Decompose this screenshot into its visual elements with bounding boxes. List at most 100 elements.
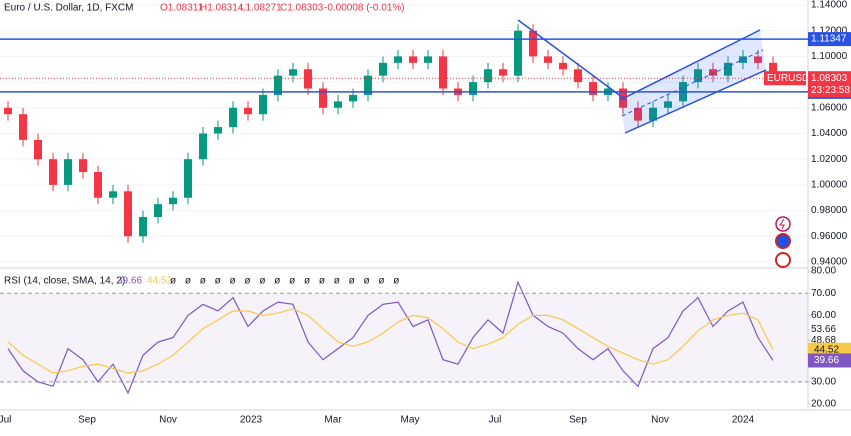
channel-lower: [624, 69, 767, 134]
symbol-label: EURUSD: [767, 73, 809, 84]
candle-body: [544, 56, 552, 63]
level-tag: [808, 32, 851, 47]
candle-body: [439, 56, 447, 89]
candle-body: [304, 69, 312, 89]
rsi-value: 39.66: [117, 276, 142, 287]
ohlc-value: O1.08311: [160, 3, 204, 14]
candle-body: [214, 127, 222, 134]
candle-body: [334, 101, 342, 108]
y-tick-label: 1.06000: [811, 102, 848, 113]
y-tick-label: 0.94000: [811, 257, 848, 268]
y-tick-label: 0.98000: [811, 205, 848, 216]
candle-body: [184, 159, 192, 198]
channel-upper: [619, 29, 761, 101]
x-tick-label: May: [401, 415, 420, 426]
candle-body: [109, 191, 117, 198]
candle-body: [424, 56, 432, 63]
y-tick-label: 1.10000: [811, 51, 848, 62]
x-tick-label: Nov: [159, 415, 177, 426]
event-icon[interactable]: [775, 233, 791, 249]
candle-body: [94, 172, 102, 198]
event-icon[interactable]: [775, 216, 791, 232]
y-tick-label: 60.00: [811, 310, 836, 321]
candle-body: [4, 107, 12, 115]
x-tick-label: Jul: [489, 415, 502, 426]
candle-body: [664, 101, 672, 108]
candle-body: [649, 107, 657, 121]
candle-body: [634, 107, 642, 121]
symbol-tag: [764, 71, 806, 86]
candle-body: [229, 107, 237, 128]
y-tick-label: 20.00: [811, 399, 836, 410]
ohlc-value: H1.08314: [200, 3, 244, 14]
candle-body: [49, 159, 57, 185]
plot-layer: 1.140001.120001.100001.080001.060001.040…: [0, 0, 851, 426]
candle-body: [154, 204, 162, 217]
candle-body: [724, 62, 732, 76]
x-tick-label: Jul: [0, 415, 11, 426]
candle-body: [274, 75, 282, 95]
candle-body: [484, 69, 492, 83]
event-icon[interactable]: [775, 252, 791, 268]
y-tick-label: 1.14000: [811, 0, 848, 11]
candle-body: [199, 133, 207, 160]
rsi-line: [7, 308, 774, 374]
y-tick-label: 30.00: [811, 377, 836, 388]
rsi-toggles[interactable]: ø ø ø ø ø ø ø ø ø ø ø ø ø ø ø ø: [170, 276, 402, 287]
candle-body: [244, 107, 252, 115]
candle-body: [769, 62, 777, 79]
event-icon-bolt: [779, 218, 785, 230]
candle-body: [529, 30, 537, 57]
rsi-band-fill: [0, 293, 808, 382]
candle-body: [469, 82, 477, 95]
candle-body: [289, 69, 297, 76]
candle-body: [19, 114, 27, 140]
countdown-label: 23:23:58: [811, 85, 850, 96]
candle-body: [349, 94, 357, 102]
x-tick-label: Sep: [569, 415, 587, 426]
candle-body: [514, 30, 522, 76]
symbol-title: Euro / U.S. Dollar, 1D, FXCM: [4, 3, 133, 14]
candle-body: [139, 216, 147, 237]
candle-body: [499, 69, 507, 76]
y-tick-label: 80.00: [811, 266, 836, 277]
channel-mid: [621, 49, 764, 117]
ohlc-value: C1.08303: [280, 3, 324, 14]
y-tick-label: 1.04000: [811, 128, 848, 139]
candle-body: [574, 69, 582, 83]
candle-body: [709, 69, 717, 76]
x-tick-label: Sep: [78, 415, 96, 426]
x-tick-label: 2023: [240, 415, 263, 426]
candle-body: [364, 75, 372, 95]
candle-body: [79, 159, 87, 173]
rsi-tag: [808, 342, 851, 357]
rsi-line: [7, 280, 774, 395]
rsi-sma-value: 44.52: [147, 276, 172, 287]
channel-fill: [620, 30, 766, 133]
candle-body: [754, 56, 762, 63]
price-tag: [808, 71, 851, 98]
candle-body: [589, 82, 597, 95]
candle-body: [169, 197, 177, 205]
y-tick-label: 53.66: [811, 324, 836, 335]
trend-line: [517, 19, 627, 101]
candle-body: [259, 94, 267, 115]
y-tick-label: 1.12000: [811, 25, 848, 36]
candle-body: [694, 69, 702, 83]
price-label: 1.08303: [811, 73, 848, 84]
candle-body: [559, 62, 567, 70]
rsi-tag: [808, 353, 851, 368]
y-tick-label: 0.96000: [811, 231, 848, 242]
rsi-title: RSI (14, close, SMA, 14, 2): [4, 276, 125, 287]
level-label: 1.11347: [811, 34, 847, 45]
y-tick-label: 1.02000: [811, 154, 848, 165]
ohlc-value: -0.00008 (-0.01%): [324, 3, 405, 14]
x-tick-label: 2024: [732, 415, 755, 426]
x-tick-label: Mar: [324, 415, 342, 426]
rsi-tag-label: 39.66: [814, 355, 839, 366]
candle-body: [394, 56, 402, 63]
y-tick-label: 70.00: [811, 288, 836, 299]
candle-body: [124, 191, 132, 237]
x-tick-label: Nov: [651, 415, 669, 426]
